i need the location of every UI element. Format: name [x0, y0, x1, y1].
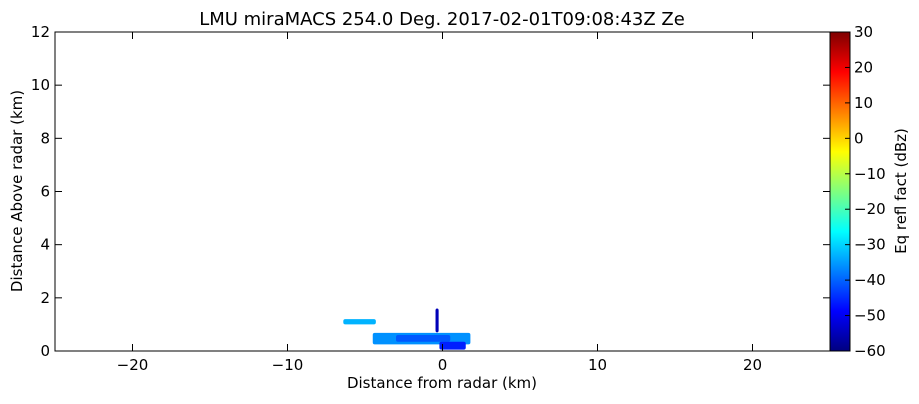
x-tick-label: −10: [272, 356, 304, 374]
colorbar-tick-label: 20: [854, 58, 873, 76]
reflectivity-echo: [343, 319, 376, 325]
colorbar-tick-label: 10: [854, 94, 873, 112]
y-tick-label: 8: [40, 129, 50, 147]
plot-frame: [54, 31, 831, 352]
y-tick-label: 2: [40, 289, 50, 307]
reflectivity-echo: [396, 335, 451, 342]
colorbar-ticks: 30 20 10 0 −10 −20 −30 −40 −50 −60: [845, 23, 886, 360]
y-tick-label: 0: [40, 342, 50, 360]
y-axis-label: Distance Above radar (km): [8, 90, 26, 292]
colorbar-tick-label: −20: [854, 200, 886, 218]
colorbar-tick-label: −30: [854, 236, 886, 254]
chart-title: LMU miraMACS 254.0 Deg. 2017-02-01T09:08…: [199, 9, 685, 30]
x-tick-label: −20: [117, 356, 149, 374]
colorbar-tick-label: −50: [854, 307, 886, 325]
colorbar-tick-label: 0: [854, 129, 864, 147]
y-axis-ticks: 0 2 4 6 8 10 12: [31, 23, 830, 360]
x-axis-label: Distance from radar (km): [347, 374, 537, 392]
x-tick-label: 10: [588, 356, 607, 374]
y-tick-label: 12: [31, 23, 50, 41]
x-tick-label: 20: [743, 356, 762, 374]
colorbar-tick-label: 30: [854, 23, 873, 41]
reflectivity-echo: [435, 308, 439, 333]
reflectivity-echo: [439, 341, 466, 350]
colorbar-tick-label: −10: [854, 165, 886, 183]
y-tick-label: 4: [40, 236, 50, 254]
colorbar-tick-label: −60: [854, 342, 886, 360]
echo-layer: [343, 308, 471, 350]
colorbar: [829, 31, 851, 352]
x-tick-label: 0: [438, 356, 448, 374]
x-axis-ticks: −20 −10 0 10 20: [117, 32, 762, 374]
y-tick-label: 10: [31, 76, 50, 94]
y-tick-label: 6: [40, 183, 50, 201]
colorbar-label: Eq refl fact (dBz): [892, 128, 910, 254]
colorbar-tick-label: −40: [854, 271, 886, 289]
